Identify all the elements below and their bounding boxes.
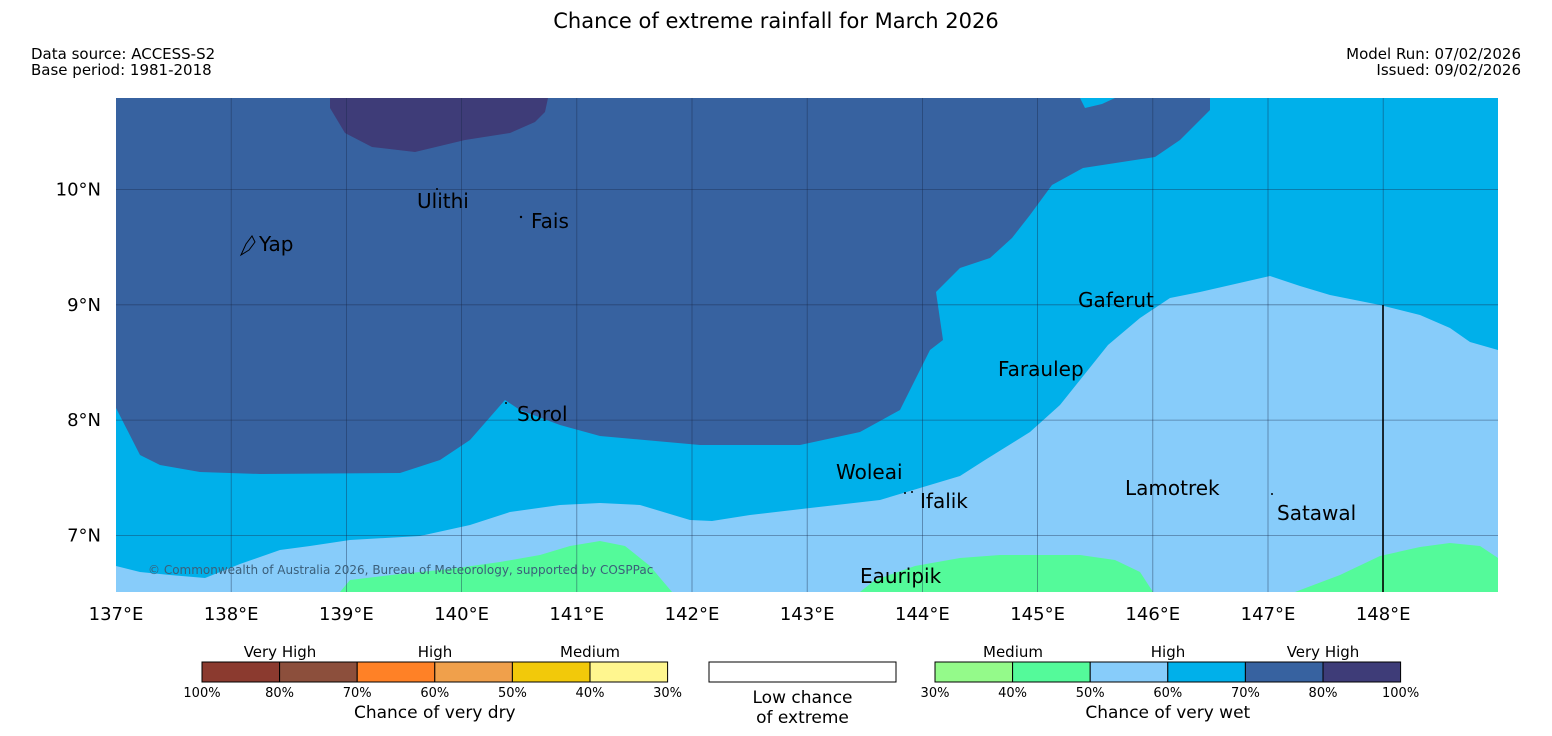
map-area[interactable]: © Commonwealth of Australia 2026, Bureau…: [116, 98, 1498, 592]
gridlines: [116, 98, 1498, 592]
region-40-50-east: [1295, 543, 1498, 592]
region-40-50-central: [860, 555, 1153, 592]
legend-tick: 100%: [183, 686, 220, 701]
legend-tick: 60%: [1153, 686, 1182, 701]
place-label-gaferut: Gaferut: [1078, 288, 1154, 312]
legend-swatch: [1012, 661, 1091, 683]
ulithi-island: [436, 188, 438, 190]
legend-swatch: [434, 661, 513, 683]
legend-low-line2: of extreme: [756, 708, 849, 728]
legend-category: Medium: [560, 643, 620, 661]
legend-swatch: [1322, 661, 1402, 683]
sorol-island: [505, 402, 507, 404]
legend-tick: 50%: [1076, 686, 1105, 701]
legend-very-dry: 100% 80% 70% 60% 50% 40% 30% Very High High Mediu…: [183, 643, 682, 723]
lon-label: 147°E: [1241, 604, 1296, 625]
place-label-faraulep: Faraulep: [998, 357, 1084, 381]
lon-label: 137°E: [89, 604, 144, 625]
legend-tick: 70%: [343, 686, 372, 701]
legend-tick: 80%: [1309, 686, 1338, 701]
place-label-sorol: Sorol: [517, 402, 568, 426]
lat-label: 8°N: [67, 410, 101, 431]
data-source: Data source: ACCESS-S2: [31, 45, 216, 63]
model-run: Model Run: 07/02/2026: [1346, 45, 1521, 63]
satawal-island: [1271, 493, 1273, 495]
legend-title: Chance of very wet: [1085, 703, 1250, 723]
legend-tick: 100%: [1382, 686, 1419, 701]
lat-label: 7°N: [67, 525, 101, 546]
legend-low-chance-title: Low chance of extreme: [700, 688, 905, 728]
legend-tick: 70%: [1231, 686, 1260, 701]
data-source-info: Data source: ACCESS-S2 Base period: 1981…: [31, 46, 215, 78]
lon-label: 145°E: [1010, 604, 1065, 625]
lon-label: 143°E: [780, 604, 835, 625]
woleai-island: [904, 492, 906, 494]
lon-label: 144°E: [895, 604, 950, 625]
region-80-100: [330, 98, 548, 152]
fais-island: [519, 215, 523, 219]
lon-label: 138°E: [204, 604, 259, 625]
lon-label: 139°E: [319, 604, 374, 625]
legend-tick: 80%: [265, 686, 294, 701]
legend-low-chance-box: [708, 661, 897, 683]
lon-label: 146°E: [1125, 604, 1180, 625]
longitude-labels: 137°E 138°E 139°E 140°E 141°E 142°E 143°E 144°E…: [89, 604, 1411, 625]
place-label-satawal: Satawal: [1277, 501, 1356, 525]
place-labels: Ulithi Fais Yap Gaferut Faraulep Sorol W…: [258, 189, 1356, 588]
legend-category: Very High: [244, 643, 317, 661]
ifalik-island: [911, 491, 913, 493]
legend-category: Medium: [983, 643, 1043, 661]
legend-tick: 40%: [576, 686, 605, 701]
place-label-ulithi: Ulithi: [417, 189, 469, 213]
legend-swatch: [934, 661, 1014, 683]
legend-low-line1: Low chance: [752, 688, 853, 708]
legend-tick: 40%: [998, 686, 1027, 701]
lon-label: 140°E: [434, 604, 489, 625]
legend-tick: 60%: [420, 686, 449, 701]
issued-date: Issued: 09/02/2026: [1376, 61, 1521, 79]
lat-label: 10°N: [56, 180, 101, 201]
legend-swatch: [1167, 661, 1246, 683]
map-title: Chance of extreme rainfall for March 202…: [553, 9, 999, 33]
lon-label: 148°E: [1356, 604, 1411, 625]
place-label-ifalik: Ifalik: [920, 489, 968, 513]
legend-tick: 30%: [653, 686, 682, 701]
legend-swatch: [511, 661, 591, 683]
legend-category: High: [418, 643, 452, 661]
legend-swatch: [201, 661, 281, 683]
legend-very-wet: 30% 40% 50% 60% 70% 80% 100% Medium High Very Hig…: [921, 643, 1420, 723]
region-60-70-small: [1080, 98, 1115, 108]
lon-label: 141°E: [549, 604, 604, 625]
legend-category: High: [1151, 643, 1185, 661]
place-label-fais: Fais: [531, 209, 569, 233]
lat-label: 9°N: [67, 295, 101, 316]
copyright-text: © Commonwealth of Australia 2026, Bureau…: [148, 563, 653, 577]
legend-title: Chance of very dry: [354, 703, 516, 723]
place-label-yap: Yap: [258, 232, 293, 256]
legend-swatch: [1244, 661, 1324, 683]
yap-island-outline: [239, 235, 256, 257]
legend-tick: 50%: [498, 686, 527, 701]
legend-swatch: [279, 661, 358, 683]
legend-tick: 30%: [921, 686, 950, 701]
legend-swatch: [1089, 661, 1169, 683]
base-period: Base period: 1981-2018: [31, 61, 212, 79]
legend-swatch: [356, 661, 436, 683]
latitude-labels: 10°N 9°N 8°N 7°N: [56, 180, 101, 547]
place-label-lamotrek: Lamotrek: [1125, 476, 1220, 500]
legend-swatch: [589, 661, 669, 683]
legend-category: Very High: [1287, 643, 1360, 661]
region-40-50-west: [340, 541, 672, 592]
place-label-eauripik: Eauripik: [860, 564, 942, 588]
lon-label: 142°E: [665, 604, 720, 625]
model-run-info: Model Run: 07/02/2026 Issued: 09/02/2026: [1346, 46, 1521, 78]
place-label-woleai: Woleai: [836, 460, 903, 484]
